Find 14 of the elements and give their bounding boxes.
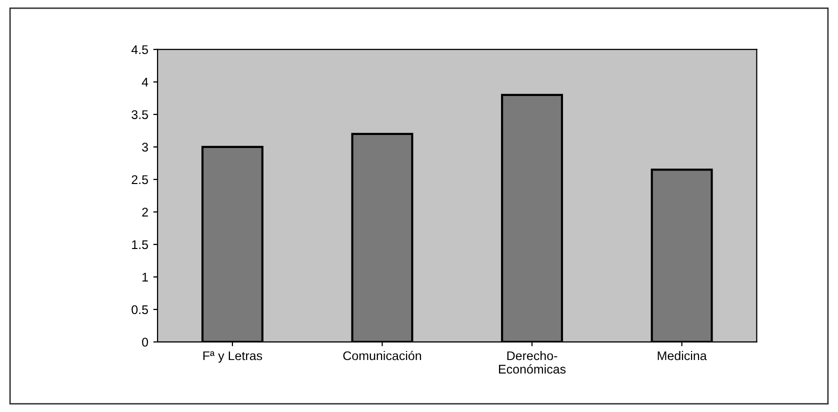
y-tick-label: 2: [142, 208, 148, 216]
x-tick-label: Medicina: [658, 350, 707, 360]
y-tick-label: 2.5: [132, 175, 148, 184]
y-tick-label: 3: [142, 142, 148, 152]
x-tick-label: Fª y Letras: [203, 351, 262, 363]
y-tick-label: 0: [142, 338, 148, 347]
x-tick-label: Derecho- Económicas: [499, 350, 566, 374]
y-tick-label: 4.5: [131, 45, 148, 54]
y-tick-label: 1.5: [132, 240, 148, 250]
y-tick-label: 1: [142, 272, 148, 282]
x-tick-label: Comunicación: [343, 350, 422, 360]
y-tick-label: 3.5: [132, 110, 148, 120]
y-tick-label: 4: [142, 78, 148, 86]
y-tick-label: 0.5: [132, 305, 148, 314]
